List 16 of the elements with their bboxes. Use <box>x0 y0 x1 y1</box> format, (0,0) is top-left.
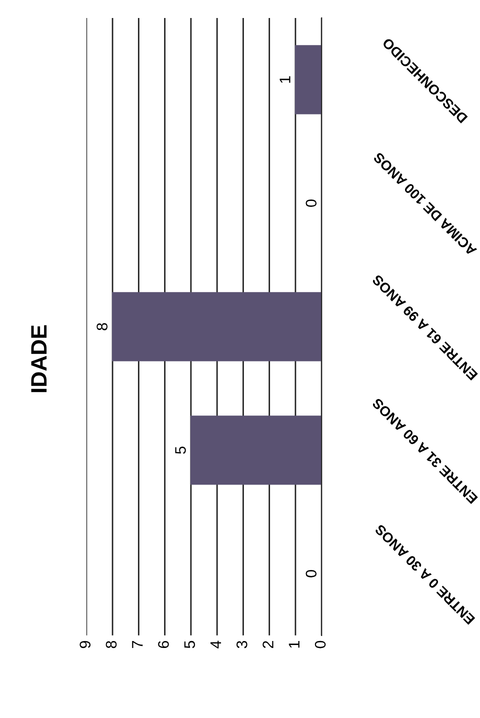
data-label: 5 <box>175 446 186 454</box>
x-tick-label: 0 <box>314 640 326 648</box>
x-tick-label: 1 <box>288 641 300 648</box>
x-tick-label: 7 <box>132 641 143 648</box>
data-label: 8 <box>96 323 108 330</box>
x-tick-label: 8 <box>106 640 117 648</box>
x-tick-label: 4 <box>210 640 222 648</box>
x-tick-label: 5 <box>184 640 196 648</box>
data-label: 0 <box>306 570 317 578</box>
data-label: 0 <box>306 200 317 207</box>
x-tick-label: 2 <box>262 641 274 648</box>
x-tick-label: 9 <box>80 641 90 648</box>
x-tick-label: 3 <box>236 640 248 648</box>
text: IDADE <box>31 325 47 392</box>
data-label: 1 <box>280 76 290 83</box>
x-tick-label: 6 <box>158 640 169 648</box>
